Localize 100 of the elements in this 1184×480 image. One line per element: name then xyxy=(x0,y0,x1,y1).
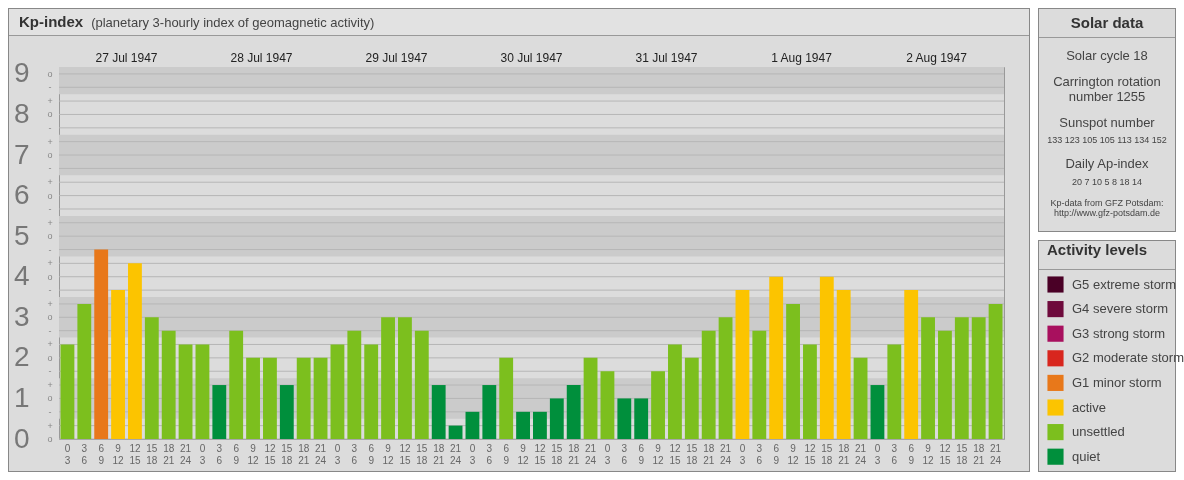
x-tick-label: 18 21 xyxy=(163,442,175,466)
bar xyxy=(803,344,817,439)
text: - xyxy=(48,406,52,417)
bar xyxy=(819,276,834,439)
x-tick-label: 6 9 xyxy=(503,442,510,466)
x-tick-label: 3 6 xyxy=(216,442,223,466)
bar xyxy=(583,357,598,439)
bar xyxy=(617,398,632,439)
x-tick-label: 0 3 xyxy=(874,442,881,466)
bar xyxy=(178,344,193,439)
text: o xyxy=(47,190,53,201)
text: Solar cycle 18 xyxy=(1065,48,1149,64)
bar xyxy=(684,357,699,439)
x-tick-label: 9 12 xyxy=(382,442,395,466)
y-tick-label: 3 xyxy=(13,300,30,332)
bar xyxy=(414,330,429,439)
bar xyxy=(161,330,176,439)
text: o xyxy=(47,271,53,282)
bar xyxy=(296,357,311,439)
x-tick-label: 15 18 xyxy=(281,442,293,466)
bar xyxy=(482,385,497,439)
x-tick-label: 15 18 xyxy=(551,442,563,466)
x-tick-label: 12 15 xyxy=(129,442,141,466)
x-tick-label: 21 24 xyxy=(720,442,732,466)
x-tick-label: 12 15 xyxy=(534,442,546,466)
bar xyxy=(195,344,210,439)
bar xyxy=(718,317,733,439)
x-tick-label: 9 12 xyxy=(787,442,800,466)
bar xyxy=(144,317,159,439)
chart-subtitle: (planetary 3-hourly index of geomagnetic activity) xyxy=(91,15,375,30)
x-tick-label: 21 24 xyxy=(585,442,597,466)
x-tick-label: 3 6 xyxy=(486,442,493,466)
y-tick-label: 2 xyxy=(13,341,30,373)
bar xyxy=(853,357,868,439)
text: + xyxy=(47,380,53,391)
bar xyxy=(988,303,1003,439)
x-tick-label: 6 9 xyxy=(233,442,240,466)
x-tick-label: 12 15 xyxy=(264,442,276,466)
legend-label: G3 strong storm xyxy=(1072,325,1166,341)
bar xyxy=(398,317,412,439)
bar xyxy=(246,357,260,439)
bar xyxy=(600,371,615,439)
x-tick-label: 3 6 xyxy=(621,442,628,466)
bar xyxy=(279,385,294,439)
bar xyxy=(887,344,902,439)
bar xyxy=(921,317,935,439)
bar xyxy=(533,411,547,439)
bar xyxy=(448,425,463,439)
text: Daily Ap-index xyxy=(1064,156,1150,172)
legend-label: quiet xyxy=(1072,448,1101,464)
bar xyxy=(752,330,767,439)
text: o xyxy=(47,352,53,363)
x-tick-label: 18 21 xyxy=(568,442,580,466)
bar xyxy=(431,385,446,439)
text: + xyxy=(47,96,53,107)
x-tick-label: 18 21 xyxy=(973,442,985,466)
y-tick-label: 6 xyxy=(13,179,30,211)
x-tick-label: 18 21 xyxy=(433,442,445,466)
x-tick-label: 6 9 xyxy=(773,442,780,466)
text: o xyxy=(47,231,53,242)
x-tick-label: 15 18 xyxy=(956,442,968,466)
text: + xyxy=(47,217,53,228)
legend-label: G2 moderate storm xyxy=(1072,350,1184,366)
x-tick-label: 3 6 xyxy=(756,442,763,466)
y-tick-label: 0 xyxy=(13,422,30,454)
legend-label: G5 extreme storm xyxy=(1072,276,1177,292)
bar xyxy=(347,330,362,439)
legend-label: G4 severe storm xyxy=(1072,301,1169,317)
bar xyxy=(330,344,345,439)
legend-label: G1 minor storm xyxy=(1072,374,1162,390)
bar xyxy=(870,385,885,439)
bar xyxy=(938,330,952,439)
y-tick-label: 1 xyxy=(13,381,30,413)
text: + xyxy=(47,420,53,431)
text: 1 Aug 1947 xyxy=(771,51,833,65)
bar xyxy=(516,411,530,439)
text: - xyxy=(48,244,52,255)
x-tick-label: 3 6 xyxy=(891,442,898,466)
bar xyxy=(904,290,919,439)
x-tick-label: 3 6 xyxy=(81,442,88,466)
text: 20 7 10 5 8 18 14 xyxy=(1070,176,1144,188)
x-tick-label: 15 18 xyxy=(146,442,158,466)
text: o xyxy=(47,68,53,79)
bar xyxy=(94,249,109,439)
bar xyxy=(634,398,649,439)
x-tick-label: 6 9 xyxy=(368,442,375,466)
bar xyxy=(549,398,564,439)
x-tick-label: 0 3 xyxy=(739,442,746,466)
text: 30 Jul 1947 xyxy=(500,51,563,65)
x-tick-label: 3 6 xyxy=(351,442,358,466)
x-tick-label: 9 12 xyxy=(922,442,935,466)
text: + xyxy=(47,258,53,269)
text: o xyxy=(47,150,53,161)
x-tick-label: 0 3 xyxy=(199,442,206,466)
text: Solar data xyxy=(1039,9,1175,38)
x-tick-label: 0 3 xyxy=(469,442,476,466)
x-tick-label: 18 21 xyxy=(703,442,715,466)
x-tick-label: 0 3 xyxy=(64,442,71,466)
text: - xyxy=(48,203,52,214)
text: 28 Jul 1947 xyxy=(230,51,293,65)
